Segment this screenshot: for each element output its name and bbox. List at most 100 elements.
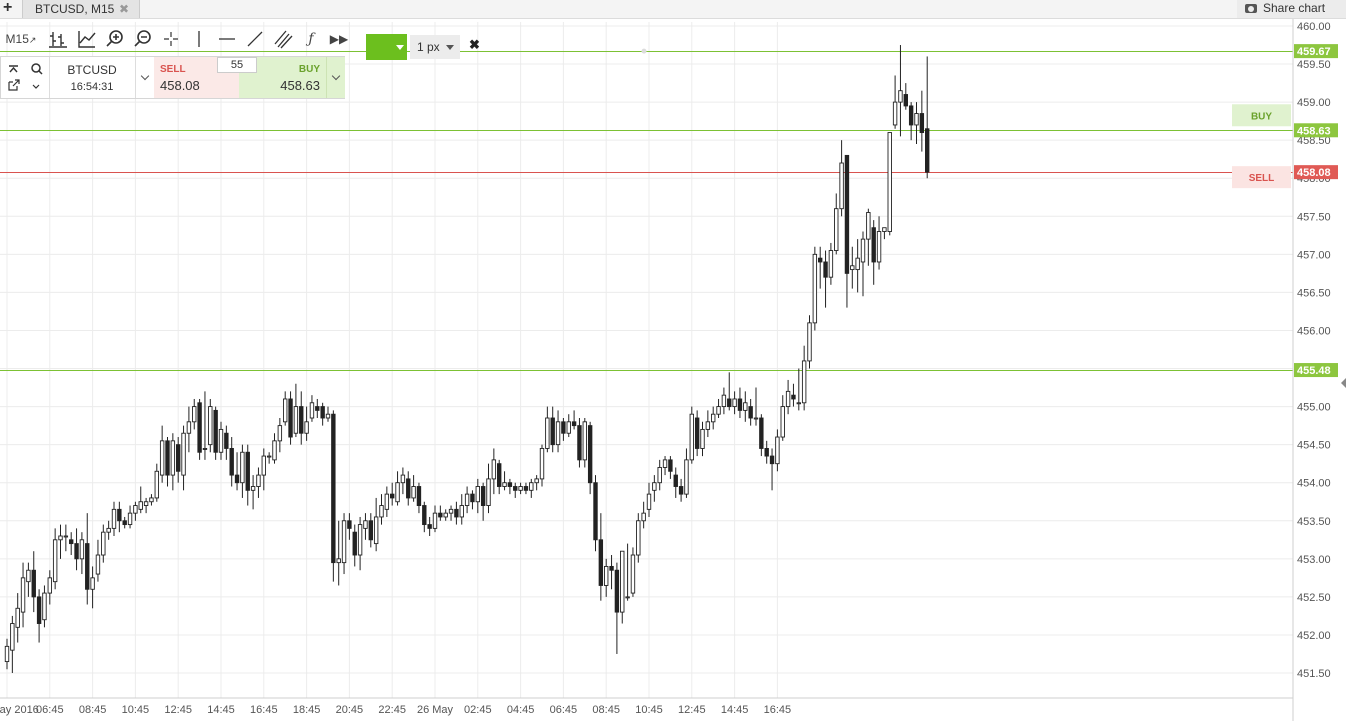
zoom-out-icon[interactable] <box>130 26 156 52</box>
candle-body <box>315 406 320 411</box>
close-tab-icon[interactable]: ✖ <box>118 2 129 16</box>
candle <box>390 482 395 506</box>
candle-body <box>871 227 876 263</box>
candle-body <box>898 90 903 103</box>
camera-icon <box>1245 4 1257 13</box>
candle <box>668 456 673 479</box>
candle-body <box>133 505 138 514</box>
crosshair-icon[interactable] <box>158 26 184 52</box>
candle-body <box>727 398 732 408</box>
candle-body <box>850 265 855 271</box>
candle <box>475 478 480 514</box>
vertical-line-icon[interactable] <box>186 26 212 52</box>
candle-body <box>373 516 379 545</box>
candle <box>700 421 705 457</box>
candle-body <box>753 417 759 420</box>
server-time: 16:54:31 <box>70 81 114 93</box>
candle <box>566 414 571 438</box>
candle-body <box>732 398 737 408</box>
candle <box>341 513 347 575</box>
candle-body <box>678 486 684 495</box>
candle-body <box>625 596 630 599</box>
candle-body <box>443 512 448 518</box>
candle-body <box>459 505 464 518</box>
price-tag <box>1294 123 1338 138</box>
candle-body <box>379 505 384 518</box>
sell-label: SELL <box>160 64 186 75</box>
indicators-icon[interactable] <box>74 26 100 52</box>
candle-body <box>780 406 785 438</box>
channel-icon[interactable] <box>270 26 296 52</box>
candle-body <box>759 417 764 449</box>
horizontal-line-icon[interactable] <box>214 26 240 52</box>
candle <box>331 410 336 582</box>
candle <box>36 589 42 643</box>
candle <box>400 467 406 495</box>
y-tick-label: 454.50 <box>1297 440 1331 452</box>
zoom-in-icon[interactable] <box>102 26 128 52</box>
side-badge-label: BUY <box>1251 111 1272 122</box>
more-icon[interactable]: ▶▶ <box>329 32 349 46</box>
candle <box>438 505 443 521</box>
candle-body <box>406 478 411 499</box>
add-tab-icon[interactable]: + <box>3 0 13 16</box>
symbol-chevron-icon[interactable] <box>135 57 155 98</box>
deal-ticket: BTCUSD 16:54:31 SELL 458.08 BUY 458.63 5… <box>0 56 345 99</box>
candle <box>705 410 711 438</box>
sell-button[interactable]: SELL 458.08 <box>154 57 239 98</box>
share-chart-button[interactable]: Share chart <box>1237 0 1346 18</box>
candle-body <box>518 486 523 491</box>
candle <box>133 501 138 521</box>
y-tick-label: 452.50 <box>1297 592 1331 604</box>
color-picker-button[interactable] <box>366 34 407 60</box>
candle-body <box>844 154 850 274</box>
candle <box>422 501 427 533</box>
candle <box>363 513 368 540</box>
collapse-icon[interactable] <box>9 65 18 73</box>
tab-btcusd[interactable]: BTCUSD, M15 ✖ <box>22 0 140 18</box>
candle-body <box>325 413 331 419</box>
candle-body <box>743 402 748 411</box>
x-tick-label: 02:45 <box>464 704 492 716</box>
price-tag <box>1294 363 1338 378</box>
candle-body <box>117 508 122 522</box>
candle <box>111 501 117 536</box>
timeframe-selector[interactable]: M15↗ <box>5 32 37 46</box>
candle-body <box>357 524 363 556</box>
candle <box>529 478 534 498</box>
candle-body <box>363 520 368 529</box>
line-width-selector[interactable]: 1 px <box>410 35 460 59</box>
candle <box>299 391 304 445</box>
y-tick-label: 453.50 <box>1297 516 1331 528</box>
spread-value: 55 <box>217 57 257 73</box>
x-tick-label: 12:45 <box>678 704 706 716</box>
close-drawing-icon[interactable]: ✖ <box>469 37 480 52</box>
candle <box>26 562 31 597</box>
buy-chevron-icon[interactable] <box>326 57 345 98</box>
price-tag <box>1294 44 1338 59</box>
candle-body <box>807 322 812 362</box>
candle <box>625 543 630 601</box>
ticket-symbol[interactable]: BTCUSD 16:54:31 <box>49 57 135 98</box>
search-icon[interactable] <box>31 63 43 75</box>
candle-body <box>785 390 791 408</box>
popout-icon[interactable] <box>8 79 20 91</box>
candle-body <box>903 94 908 107</box>
candle-body <box>860 238 866 263</box>
dropdown-chevron-icon[interactable] <box>32 84 40 89</box>
candle <box>42 585 47 628</box>
sell-price: 458.08 <box>160 78 200 93</box>
candle-body <box>293 406 299 434</box>
candle-body <box>347 520 352 529</box>
candle-body <box>202 448 208 450</box>
candle-body <box>694 417 700 449</box>
function-icon[interactable]: ƒ <box>308 31 314 47</box>
candle <box>272 433 277 464</box>
candle-body <box>4 645 10 663</box>
bar-type-icon[interactable] <box>46 26 72 52</box>
candle <box>79 532 85 575</box>
trend-line-icon[interactable] <box>242 26 268 52</box>
candle-body <box>127 512 133 526</box>
x-tick-label: 06:45 <box>550 704 578 716</box>
